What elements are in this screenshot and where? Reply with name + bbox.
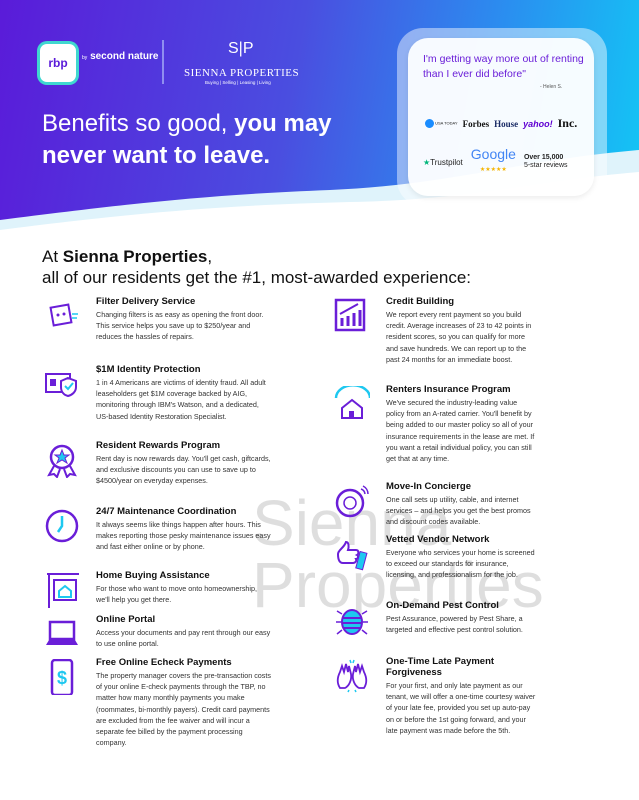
high-five-icon (334, 658, 370, 694)
press-logos: USA TODAY Forbes House yahoo! Inc. (425, 116, 577, 131)
benefit-item: One-Time Late Payment Forgiveness For you… (386, 656, 536, 736)
inc-logo: Inc. (557, 116, 578, 130)
second-nature-logo: by second nature (82, 51, 159, 62)
benefit-item: 24/7 Maintenance Coordination It always s… (96, 506, 272, 553)
company-name: SIENNA PROPERTIES (184, 67, 300, 79)
benefit-description: We've secured the industry-leading value… (386, 398, 535, 464)
benefit-item: Home Buying Assistance For those who want… (96, 570, 272, 605)
forbes-logo: Forbes (462, 118, 490, 129)
benefit-title: Move-In Concierge (386, 481, 471, 492)
benefit-title: $1M Identity Protection (96, 364, 201, 375)
house-umbrella-icon (334, 384, 372, 422)
concierge-dial-icon (334, 483, 370, 519)
benefit-description: For those who want to move onto homeowne… (96, 584, 258, 605)
benefit-title: Online Portal (96, 614, 156, 625)
benefit-description: The property manager covers the pre-tran… (96, 671, 271, 748)
chart-growth-icon (334, 298, 370, 334)
benefit-item: Renters Insurance Program We've secured t… (386, 384, 536, 464)
google-logo: Google ★★★★★ (470, 146, 516, 173)
benefit-description: Changing filters is as easy as opening t… (96, 310, 264, 342)
benefit-description: One call sets up utility, cable, and int… (386, 495, 531, 527)
section-title: At Sienna Properties, all of our resident… (42, 247, 472, 287)
benefit-description: It always seems like things happen after… (96, 520, 271, 552)
thumbs-up-icon (334, 536, 370, 572)
usa-today-logo: USA TODAY (425, 119, 458, 128)
yahoo-logo: yahoo! (523, 118, 553, 129)
bug-icon (334, 602, 370, 638)
testimonial-author: - Helen S. (540, 84, 563, 90)
benefit-description: Access your documents and pay rent throu… (96, 628, 271, 649)
benefit-item: Vetted Vendor Network Everyone who servic… (386, 534, 536, 581)
benefit-title: On-Demand Pest Control (386, 600, 499, 611)
testimonial-quote: I'm getting way more out of renting than… (423, 53, 584, 80)
benefit-item: Online Portal Access your documents and p… (96, 614, 272, 649)
benefit-description: For your first, and only late payment as… (386, 681, 536, 735)
benefit-title: Credit Building (386, 296, 455, 307)
benefit-title: Resident Rewards Program (96, 440, 221, 451)
benefit-item: $1M Identity Protection 1 in 4 Americans … (96, 364, 272, 422)
sienna-monogram: S|P (228, 40, 254, 57)
headline: Benefits so good, you may never want to l… (42, 110, 332, 169)
benefit-description: Rent day is now rewards day. You'll get … (96, 454, 271, 486)
star-icon: ★ (423, 157, 431, 167)
benefit-title: One-Time Late Payment Forgiveness (386, 656, 495, 678)
award-ribbon-icon (44, 442, 80, 479)
trustpilot-logo: ★Trustpilot (423, 157, 463, 167)
id-shield-icon (44, 366, 80, 402)
review-badges: ★Trustpilot Google ★★★★★ Over 15,000 5-sta… (423, 146, 568, 176)
benefit-item: Move-In Concierge One call sets up utilit… (386, 481, 536, 528)
phone-dollar-icon: $ (44, 658, 80, 697)
benefit-item: Free Online Echeck Payments The property … (96, 657, 272, 748)
logo-divider (162, 40, 164, 84)
benefit-item: Credit Building We report every rent paym… (386, 296, 536, 365)
benefit-item: Filter Delivery Service Changing filters … (96, 296, 272, 343)
benefit-title: 24/7 Maintenance Coordination (96, 506, 237, 517)
benefit-description: Pest Assurance, powered by Pest Share, a… (386, 614, 523, 635)
benefit-description: We report every rent payment so you buil… (386, 310, 532, 364)
benefit-item: Resident Rewards Program Rent day is now … (96, 440, 272, 487)
benefit-description: 1 in 4 Americans are victims of identity… (96, 378, 266, 421)
benefit-item: On-Demand Pest Control Pest Assurance, po… (386, 600, 536, 635)
benefit-title: Home Buying Assistance (96, 570, 210, 581)
filter-box-icon (44, 298, 80, 334)
review-count: Over 15,000 5-star reviews (523, 154, 568, 169)
benefit-title: Vetted Vendor Network (386, 534, 490, 545)
rbp-logo: rbp (40, 44, 76, 82)
benefit-title: Renters Insurance Program (386, 384, 511, 395)
laptop-icon (44, 616, 80, 652)
benefit-title: Free Online Echeck Payments (96, 657, 232, 668)
testimonial-card (408, 38, 594, 196)
house-logo: House (494, 118, 519, 129)
svg-text:$: $ (57, 668, 67, 688)
clock-icon (44, 508, 80, 544)
benefit-title: Filter Delivery Service (96, 296, 196, 307)
benefit-description: Everyone who services your home is scree… (386, 548, 535, 580)
company-tagline: Buying | Selling | Leasing | Living (205, 80, 271, 85)
home-sign-icon (44, 572, 80, 608)
